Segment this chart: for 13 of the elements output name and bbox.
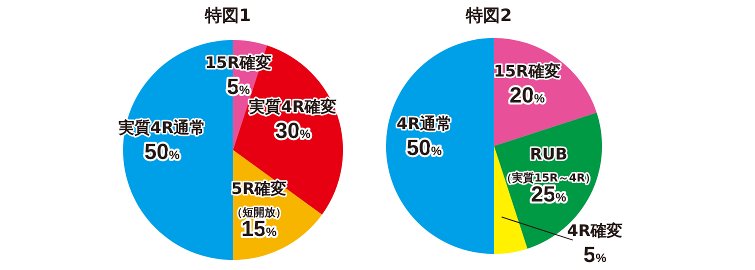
slice-label: 4R通常 bbox=[396, 114, 452, 133]
data-label: 20% bbox=[509, 82, 545, 108]
data-label: 50% bbox=[406, 135, 442, 160]
data-label: 5% bbox=[583, 242, 607, 268]
slice-label: 4R確変 bbox=[567, 221, 623, 240]
data-label: 50% bbox=[144, 139, 180, 164]
pie-slice bbox=[386, 38, 494, 254]
data-label: 30% bbox=[275, 118, 311, 143]
chart-title: 特図2 bbox=[464, 5, 513, 27]
slice-label: 15R確変 bbox=[494, 62, 560, 81]
chart-title: 特図1 bbox=[204, 5, 252, 27]
slice-label: RUB（実質15R～4R） bbox=[501, 144, 596, 184]
data-label: 5% bbox=[226, 74, 250, 99]
